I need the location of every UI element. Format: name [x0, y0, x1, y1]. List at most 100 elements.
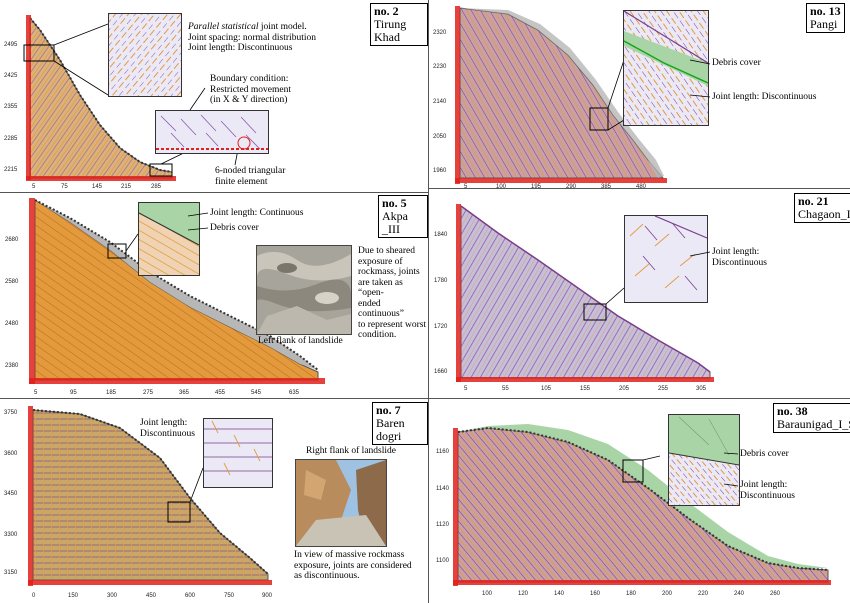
photo-caption: Left flank of landslide [258, 336, 343, 346]
y-tick: 2495 [4, 42, 18, 48]
landslide-photo-left-flank [256, 245, 352, 335]
discontinuous-rationale-note: In view of massive rockmass exposure, jo… [294, 550, 414, 582]
y-tick: 1840 [434, 232, 448, 238]
y-tick: 1140 [436, 486, 449, 492]
x-tick: 385 [601, 184, 612, 190]
site-number: no. 21 [798, 194, 829, 208]
site-tag: no. 13 Pangi [806, 3, 845, 33]
slope-model-tirung-khad [23, 15, 241, 181]
panel-baren-dogri: 3750 3600 3450 3300 3150 0 150 300 450 6… [0, 398, 428, 603]
x-tick: 200 [662, 591, 673, 597]
x-tick: 255 [658, 386, 669, 392]
landslide-photo-right-flank [295, 459, 387, 547]
photo-caption: Right flank of landslide [306, 446, 396, 456]
y-tick: 2580 [5, 279, 19, 285]
note-text: Joint length: Discontinuous [188, 43, 293, 53]
site-number: no. 5 [382, 196, 407, 210]
element-note: 6-noded triangular finite element [215, 166, 285, 187]
slope-model-baren-dogri [28, 406, 272, 586]
label-line: Joint length: [712, 247, 760, 257]
note-line: Due to sheared [358, 246, 415, 256]
x-tick: 5 [464, 184, 468, 190]
y-tick: 2140 [433, 99, 447, 105]
label-line: Joint length: [140, 418, 188, 428]
x-tick: 95 [70, 390, 77, 396]
x-tick: 100 [482, 591, 493, 597]
y-tick: 2480 [5, 321, 19, 327]
debris-detail-inset [623, 10, 709, 126]
panel-akpa-iii: 2680 2580 2480 2380 5 95 185 275 365 455… [0, 192, 428, 398]
y-tick: 2425 [4, 73, 18, 79]
joint-length-label: Joint length: Discontinuous [140, 418, 195, 439]
site-name: Akpa _III [382, 209, 408, 236]
y-tick: 3300 [4, 532, 18, 538]
joint-detail-inset [108, 13, 182, 97]
note-line: exposure of [358, 256, 403, 267]
site-number: no. 7 [376, 403, 401, 417]
y-tick: 2050 [433, 134, 447, 140]
note-line: rockmass, joints [358, 267, 420, 277]
y-tick: 3150 [4, 570, 18, 576]
x-tick: 300 [107, 593, 118, 599]
debris-cover-label: Debris cover [740, 449, 789, 459]
note-line: as discontinuous. [294, 571, 360, 581]
x-tick: 480 [636, 184, 647, 190]
site-name: Baren dogri [376, 416, 405, 443]
x-tick: 290 [566, 184, 577, 190]
x-tick: 365 [179, 390, 190, 396]
x-tick: 75 [61, 184, 68, 190]
x-tick: 145 [92, 184, 103, 190]
note-text: Joint spacing: normal distribution [188, 32, 316, 43]
label-line: Discontinuous [140, 428, 195, 439]
site-name: Pangi [810, 17, 838, 31]
joint-length-label: Joint length: Discontinuous [712, 92, 817, 102]
x-tick: 100 [496, 184, 507, 190]
site-name: Baraunigad_I_S [777, 417, 850, 431]
x-tick: 900 [262, 593, 273, 599]
y-tick: 2285 [4, 136, 18, 142]
boundary-note-line: Restricted movement [210, 84, 291, 95]
y-tick: 2215 [4, 167, 18, 173]
site-tag: no. 21 Chagaon_I [794, 193, 850, 223]
note-line: In view of massive rockmass [294, 550, 405, 560]
slope-model-baraunigad-i-s [453, 424, 831, 586]
x-tick: 120 [518, 591, 529, 597]
y-tick: 1960 [433, 168, 447, 174]
y-tick: 1780 [434, 278, 448, 284]
x-tick: 275 [143, 390, 154, 396]
x-tick: 5 [34, 390, 38, 396]
boundary-note: Boundary condition: Restricted movement … [210, 74, 291, 106]
x-tick: 545 [251, 390, 262, 396]
site-number: no. 2 [374, 4, 399, 18]
label-line: Joint length: [740, 480, 788, 490]
x-tick: 0 [32, 593, 36, 599]
y-tick: 3750 [4, 410, 18, 416]
label-line: Discontinuous [712, 257, 767, 268]
site-tag: no. 38 Baraunigad_I_S [773, 403, 850, 433]
panel-tirung-khad: 2495 2425 2355 2285 2215 5 75 145 215 28… [0, 0, 428, 192]
x-tick: 180 [626, 591, 637, 597]
x-tick: 455 [215, 390, 226, 396]
panel-chagaon-i: 1840 1780 1720 1660 5 55 105 155 205 255… [428, 188, 850, 398]
x-tick: 185 [106, 390, 117, 396]
x-tick: 140 [554, 591, 565, 597]
note-line: exposure, joints are considered [294, 560, 412, 571]
y-tick: 2355 [4, 104, 18, 110]
x-tick: 150 [68, 593, 79, 599]
note-line: to represent worst [358, 319, 427, 330]
y-tick: 1160 [436, 449, 449, 455]
note-text: joint model. [258, 22, 307, 32]
boundary-note-line: Boundary condition: [210, 74, 289, 84]
x-tick: 285 [151, 184, 162, 190]
x-tick: 5 [32, 184, 36, 190]
boundary-detail-inset [155, 110, 269, 154]
x-tick: 5 [464, 386, 468, 392]
element-note-line: 6-noded triangular [215, 166, 286, 176]
y-tick: 1100 [436, 558, 449, 564]
y-tick: 2230 [433, 64, 447, 70]
x-tick: 635 [289, 390, 300, 396]
x-tick: 205 [619, 386, 630, 392]
note-line: are taken as “open- [358, 277, 403, 299]
y-tick: 2680 [5, 237, 19, 243]
x-tick: 220 [698, 591, 709, 597]
